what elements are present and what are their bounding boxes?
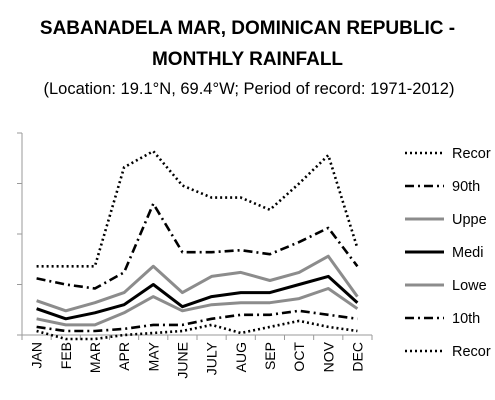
- legend-label-5: 10th: [452, 311, 480, 327]
- series-line-5: [36, 309, 358, 333]
- legend-label-2: Uppe: [452, 212, 487, 228]
- x-tick-label-feb: FEB: [58, 342, 74, 369]
- x-tick-label-dec: DEC: [349, 342, 365, 372]
- series-line-4: [36, 287, 359, 327]
- x-tick-label-july: JULY: [204, 341, 220, 375]
- series-line-0: [36, 149, 359, 268]
- x-tick-label-mar: MAR: [87, 342, 103, 373]
- x-tick-label-oct: OCT: [291, 342, 307, 372]
- series-line-1: [36, 202, 359, 290]
- x-tick-label-jan: JAN: [29, 342, 45, 368]
- x-tick-label-nov: NOV: [320, 341, 336, 372]
- legend-label-1: 90th: [452, 179, 480, 195]
- series-line-3: [36, 274, 359, 321]
- series-line-2: [36, 254, 359, 313]
- chart-title-line-1: SABANADELA MAR, DOMINICAN REPUBLIC -: [39, 18, 456, 39]
- legend-label-4: Lowe: [452, 278, 487, 294]
- series-line-6: [36, 319, 358, 341]
- x-tick-label-may: MAY: [145, 341, 161, 371]
- legend-label-3: Medi: [452, 245, 483, 261]
- x-tick-label-sep: SEP: [262, 342, 278, 370]
- chart-subtitle: (Location: 19.1°N, 69.4°W; Period of rec…: [43, 80, 455, 98]
- legend-label-0: Recor: [452, 146, 491, 162]
- legend-label-6: Recor: [452, 344, 491, 360]
- chart-title-line-2: MONTHLY RAINFALL: [151, 49, 344, 70]
- x-tick-label-apr: APR: [116, 342, 132, 371]
- x-tick-label-june: JUNE: [174, 342, 190, 379]
- x-tick-label-aug: AUG: [233, 342, 249, 372]
